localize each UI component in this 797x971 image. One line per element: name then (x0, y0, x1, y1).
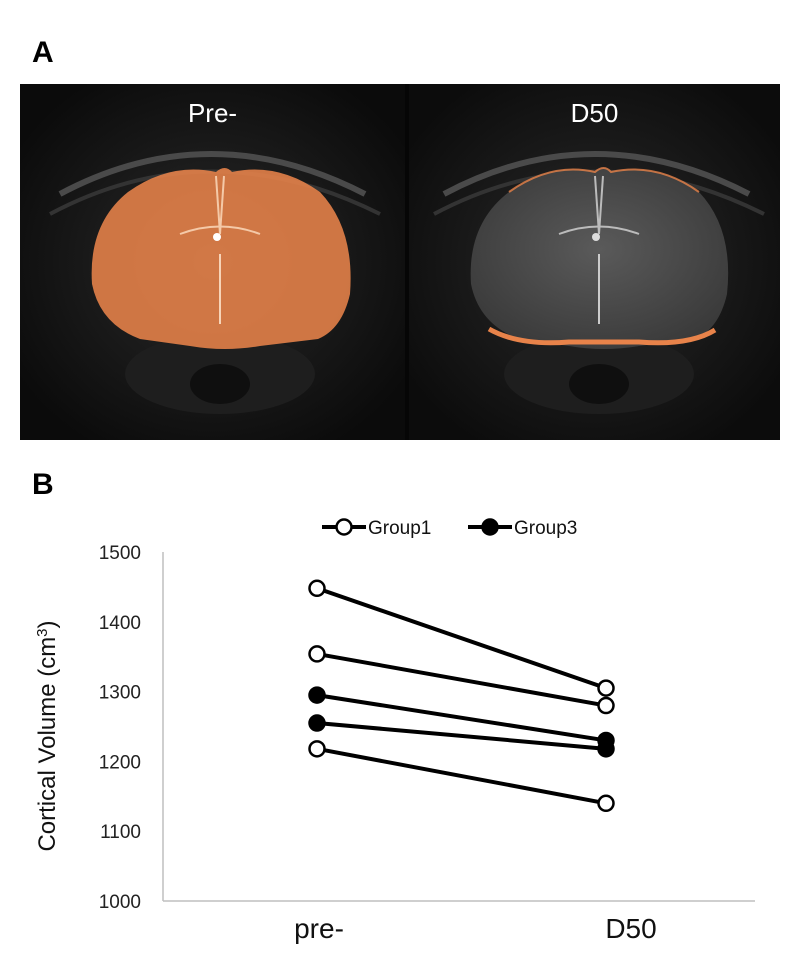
data-point-group1 (597, 794, 615, 813)
y-tick-labels: 1000 1100 1200 1300 1400 1500 (99, 543, 141, 913)
mri-label-pre: Pre- (187, 98, 238, 128)
x-category-labels: pre- D50 (294, 913, 657, 944)
x-category-label: D50 (605, 913, 656, 944)
data-point-group1 (308, 740, 326, 758)
volume-line-chart: 1000 1100 1200 1300 1400 1500 pre- D50 Cortica… (34, 518, 755, 944)
y-axis-title: Cortical Volume (cm3) (34, 620, 62, 851)
mri-pre-brain-illustration (20, 84, 405, 440)
legend-label: Group1 (368, 518, 431, 539)
chart-axes (162, 552, 755, 902)
data-point-group1 (308, 579, 326, 598)
panel-label-a: A (32, 36, 54, 69)
legend-marker-group1 (335, 518, 353, 536)
chart-legend: Group1 Group3 (322, 518, 577, 539)
legend-marker-group3 (481, 518, 499, 536)
series-line (316, 586, 607, 691)
series-line (316, 721, 607, 751)
panel-label-b: B (32, 468, 54, 501)
mri-d50-brain-illustration (409, 84, 780, 440)
data-point-group3 (308, 686, 326, 704)
data-point-group3 (597, 740, 615, 758)
series-lines (316, 586, 607, 806)
mri-image-strip: Pre- (20, 84, 780, 440)
data-point-group3 (308, 714, 326, 732)
data-point-group1 (597, 679, 615, 697)
series-line (316, 746, 607, 806)
series-line (316, 651, 607, 708)
y-tick-label: 1300 (99, 683, 141, 704)
mri-image-pre: Pre- (20, 84, 405, 440)
series-points (308, 579, 615, 813)
y-tick-label: 1100 (100, 822, 141, 843)
y-tick-label: 1000 (99, 892, 141, 913)
data-point-group1 (308, 645, 326, 663)
x-category-label: pre- (294, 913, 344, 944)
y-tick-label: 1200 (99, 752, 141, 773)
brain-overlay-pre (91, 168, 351, 349)
legend-label: Group3 (514, 518, 577, 539)
y-tick-label: 1500 (99, 543, 141, 564)
series-line (316, 693, 607, 743)
mri-image-d50: D50 (409, 84, 780, 440)
data-point-group1 (597, 696, 615, 715)
y-tick-label: 1400 (99, 613, 141, 634)
brain-overlay-d50 (487, 326, 717, 346)
mri-label-d50: D50 (570, 98, 619, 128)
